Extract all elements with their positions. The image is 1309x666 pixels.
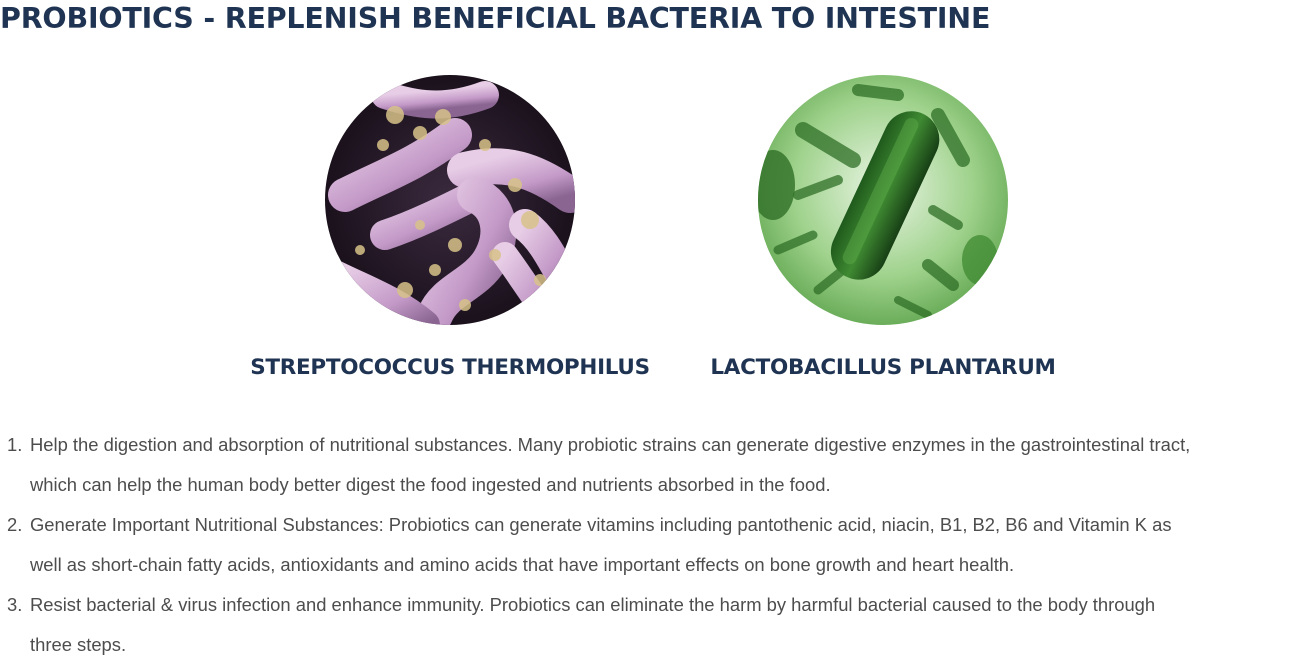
list-item-text: Generate Important Nutritional Substance… — [30, 514, 1172, 535]
list-item-text: Resist bacterial & virus infection and e… — [30, 594, 1156, 615]
list-item-text: which can help the human body better dig… — [30, 474, 831, 495]
list-number: 3. — [7, 594, 23, 615]
streptococcus-image — [325, 75, 575, 325]
strain-card-lactobacillus: LACTOBACILLUS PLANTARUM — [653, 75, 1113, 380]
list-item: 3. Resist bacterial & virus infection an… — [7, 585, 1308, 665]
green-bacteria-illustration-image — [758, 75, 1008, 325]
list-item-text: three steps. — [30, 634, 127, 655]
strain-label: STREPTOCOCCUS THERMOPHILUS — [250, 355, 650, 380]
lactobacillus-image — [758, 75, 1008, 325]
page-title: PROBIOTICS - REPLENISH BENEFICIAL BACTER… — [0, 2, 991, 35]
list-item-text: well as short-chain fatty acids, antioxi… — [30, 554, 1015, 575]
list-item: 1. Help the digestion and absorption of … — [7, 425, 1308, 505]
strain-card-streptococcus: STREPTOCOCCUS THERMOPHILUS — [220, 75, 680, 380]
pink-bacteria-micrograph-image — [325, 75, 575, 325]
strain-label: LACTOBACILLUS PLANTARUM — [710, 355, 1056, 380]
list-item-text: Help the digestion and absorption of nut… — [30, 434, 1191, 455]
list-item: 2. Generate Important Nutritional Substa… — [7, 505, 1308, 585]
list-number: 2. — [7, 514, 23, 535]
benefits-list: 1. Help the digestion and absorption of … — [7, 425, 1308, 665]
list-number: 1. — [7, 434, 23, 455]
